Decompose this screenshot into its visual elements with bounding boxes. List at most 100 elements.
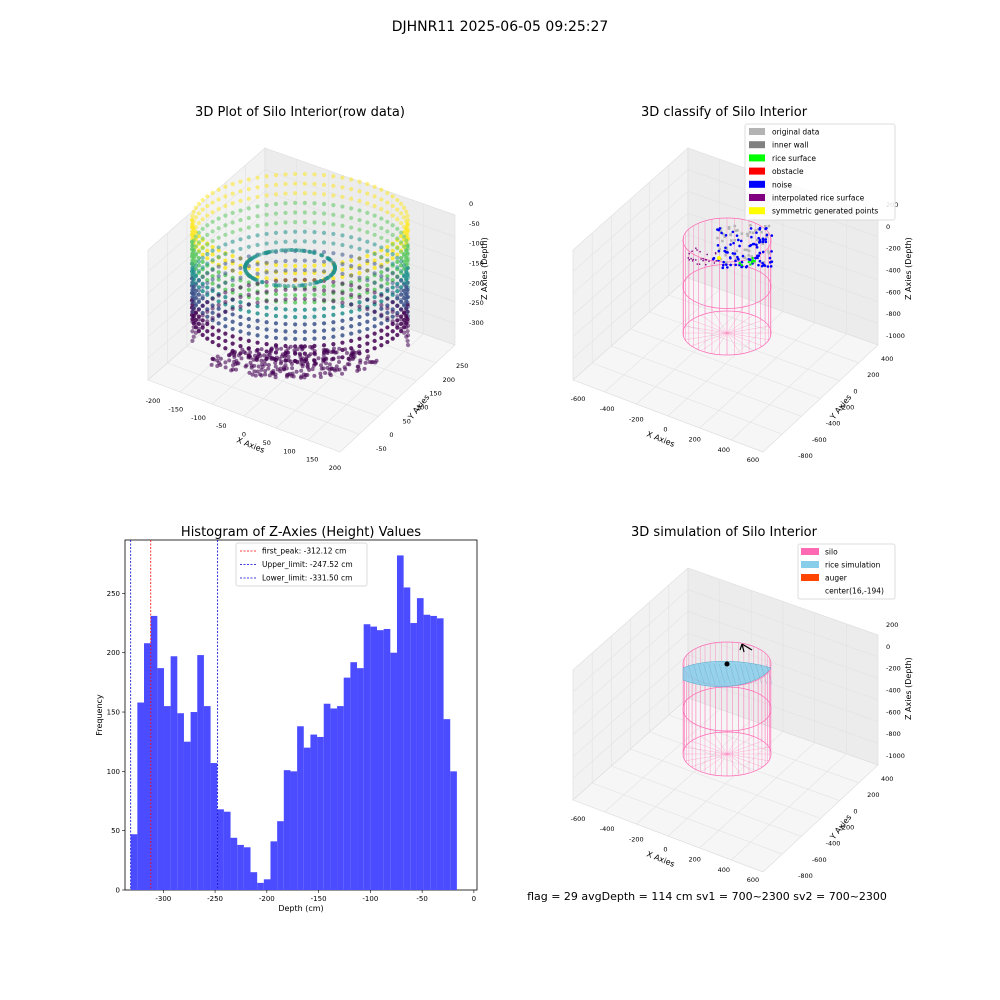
- scan-point: [211, 340, 215, 344]
- scan-point: [395, 208, 399, 212]
- scan-point: [399, 317, 403, 321]
- point-noise: [740, 240, 743, 243]
- scan-point: [238, 199, 242, 203]
- scan-point: [283, 337, 287, 341]
- point-noise: [722, 264, 725, 267]
- scan-point: [379, 329, 383, 333]
- scan-point: [211, 325, 215, 329]
- scan-point: [399, 288, 403, 292]
- scan-point: [238, 180, 242, 184]
- scan-point: [247, 245, 251, 249]
- point-original: [736, 250, 739, 253]
- scan-point: [349, 264, 353, 268]
- scan-point: [274, 260, 278, 264]
- scan-point: [190, 339, 194, 343]
- legend-label: noise: [772, 180, 792, 189]
- scan-point: [312, 220, 316, 224]
- scan-point: [395, 236, 399, 240]
- point-interpolated: [696, 249, 698, 251]
- scan-point: [238, 344, 242, 348]
- point-noise: [759, 260, 762, 263]
- point-symmetric: [717, 256, 721, 260]
- scan-point: [265, 241, 269, 245]
- scan-point: [217, 226, 221, 230]
- scan-point: [289, 345, 293, 349]
- scan-point: [231, 334, 235, 338]
- scan-point: [262, 353, 266, 357]
- scan-point: [365, 220, 369, 224]
- scan-point: [265, 342, 269, 346]
- scan-point: [303, 191, 307, 195]
- scan-point: [205, 271, 209, 275]
- point-interpolated: [706, 254, 708, 256]
- panel2-ytick: -800: [798, 452, 813, 460]
- point-noise: [767, 265, 770, 268]
- scan-point: [322, 336, 326, 340]
- scan-point: [231, 220, 235, 224]
- scan-point: [365, 254, 369, 258]
- scan-point: [312, 201, 316, 205]
- histogram-bar: [251, 872, 258, 890]
- scan-point: [303, 287, 307, 291]
- scan-point: [238, 218, 242, 222]
- scan-point: [247, 339, 251, 343]
- scan-point: [405, 291, 409, 295]
- scan-point: [340, 233, 344, 237]
- histogram-bar: [257, 883, 264, 890]
- histogram-bar: [224, 812, 231, 890]
- scan-point: [365, 283, 369, 287]
- histogram-bar: [177, 713, 184, 890]
- scan-point: [192, 248, 196, 252]
- scan-point: [194, 235, 198, 239]
- scan-point: [303, 201, 307, 205]
- scan-point: [247, 317, 251, 321]
- scan-point: [338, 368, 342, 372]
- panel-simulation-3d: 3D simulation of Silo Interior -600-400-…: [571, 525, 913, 884]
- scan-point: [373, 185, 377, 189]
- scan-point: [293, 297, 297, 301]
- scan-point: [308, 345, 312, 349]
- scan-point: [395, 265, 399, 269]
- scan-point: [325, 256, 329, 260]
- scan-point: [322, 212, 326, 216]
- point-noise: [736, 234, 739, 237]
- scan-point: [307, 250, 311, 254]
- scan-point: [399, 221, 403, 225]
- scan-point: [274, 231, 278, 235]
- scan-point: [265, 290, 269, 294]
- scan-point: [365, 182, 369, 186]
- scan-point: [404, 267, 408, 271]
- scan-point: [385, 325, 389, 329]
- scan-point: [205, 315, 209, 319]
- legend-swatch: [749, 194, 765, 201]
- scan-point: [391, 223, 395, 227]
- scan-point: [211, 229, 215, 233]
- scan-point: [211, 281, 215, 285]
- scan-point: [205, 285, 209, 289]
- point-noise: [750, 236, 753, 239]
- scan-point: [312, 211, 316, 215]
- histogram-bar: [370, 627, 377, 890]
- legend-label: rice surface: [772, 154, 816, 163]
- legend-swatch: [801, 548, 819, 555]
- legend-label: center(16,-194): [825, 587, 884, 596]
- point-original: [768, 252, 771, 255]
- panel4-xtick: -600: [571, 815, 586, 823]
- point-noise: [725, 263, 728, 266]
- scan-point: [379, 284, 383, 288]
- scan-point: [402, 206, 406, 210]
- scan-point: [223, 252, 227, 256]
- scan-point: [201, 198, 205, 202]
- scan-point: [247, 288, 251, 292]
- scan-point: [331, 320, 335, 324]
- scan-point: [322, 314, 326, 318]
- legend-swatch: [801, 574, 819, 581]
- scan-point: [231, 192, 235, 196]
- scan-point: [211, 200, 215, 204]
- scan-point: [303, 322, 307, 326]
- scan-point: [217, 299, 221, 303]
- scan-point: [312, 263, 316, 267]
- scan-point: [247, 310, 251, 314]
- scan-point: [283, 278, 287, 282]
- point-noise: [718, 250, 721, 253]
